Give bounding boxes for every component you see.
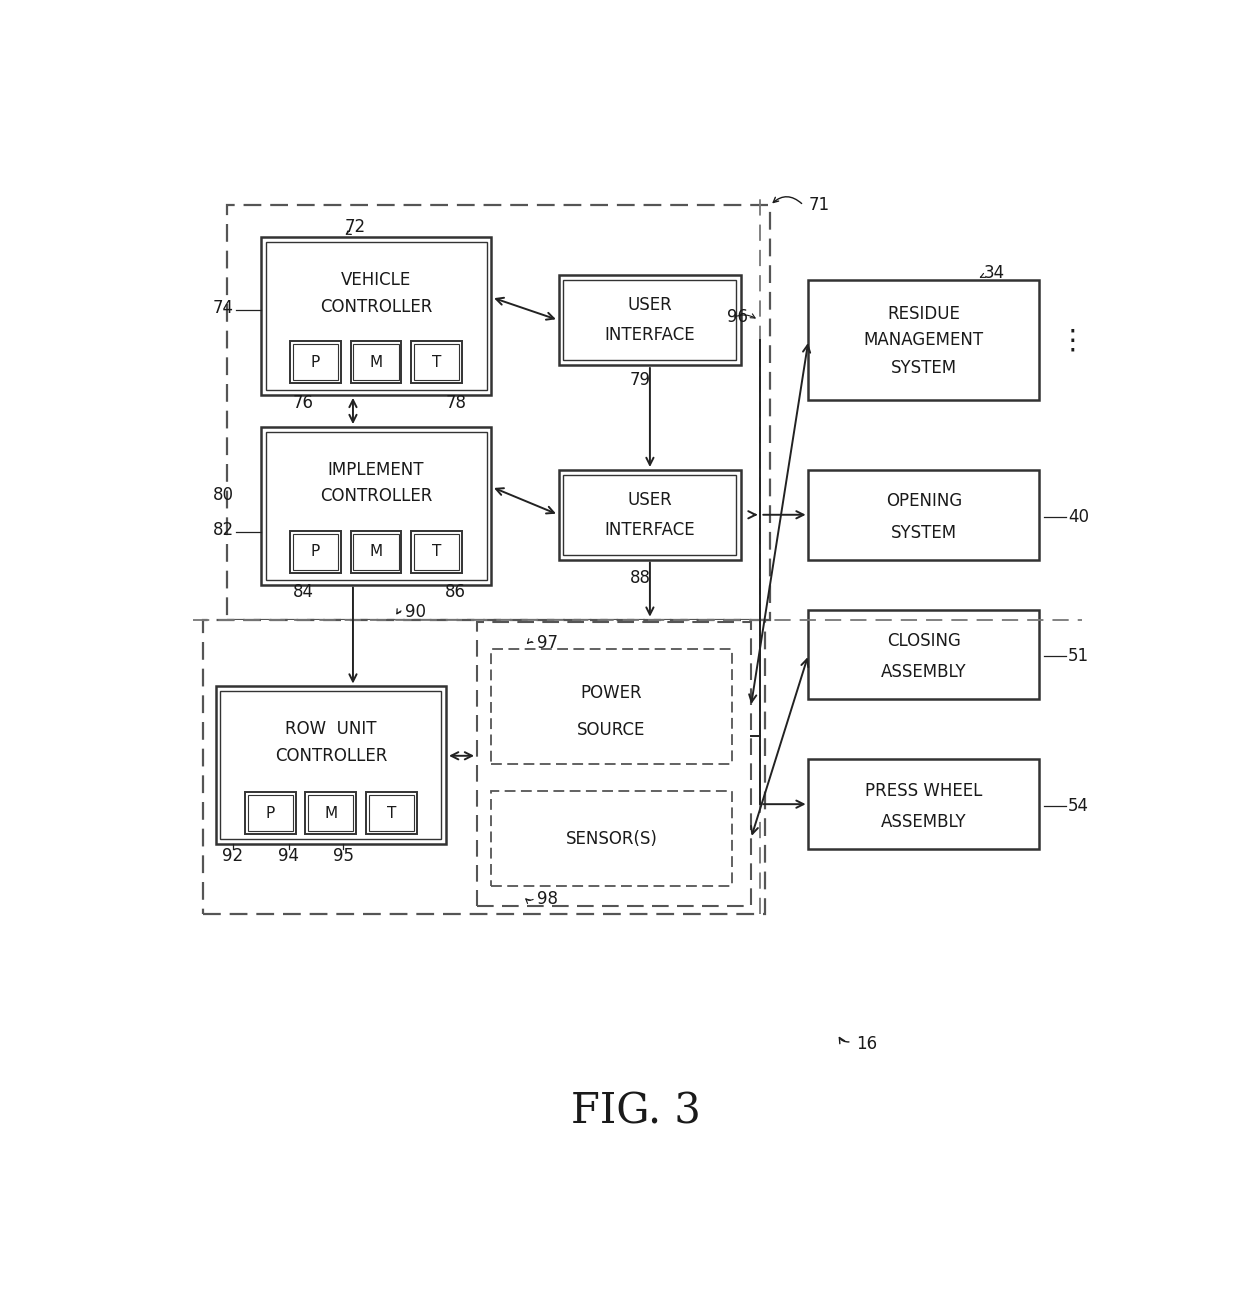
- Text: P: P: [311, 544, 320, 559]
- Bar: [290, 341, 341, 384]
- Bar: [563, 280, 737, 360]
- Text: 98: 98: [537, 890, 558, 908]
- Text: 79: 79: [630, 371, 651, 389]
- Bar: [366, 792, 417, 835]
- Text: SYSTEM: SYSTEM: [890, 359, 957, 377]
- Text: FIG. 3: FIG. 3: [570, 1090, 701, 1133]
- Text: 92: 92: [222, 848, 243, 864]
- Text: 54: 54: [1068, 797, 1089, 815]
- Text: CONTROLLER: CONTROLLER: [320, 487, 433, 505]
- Text: SOURCE: SOURCE: [578, 721, 646, 739]
- Text: 51: 51: [1068, 648, 1089, 665]
- Text: 94: 94: [278, 848, 299, 864]
- Text: IMPLEMENT: IMPLEMENT: [327, 460, 424, 478]
- Text: 40: 40: [1068, 508, 1089, 526]
- Text: 71: 71: [808, 197, 830, 214]
- Bar: [353, 534, 398, 570]
- Text: USER: USER: [627, 295, 672, 314]
- Bar: [808, 759, 1039, 849]
- Text: 72: 72: [345, 218, 366, 236]
- Text: SENSOR(S): SENSOR(S): [565, 829, 657, 848]
- Bar: [221, 691, 441, 839]
- Text: T: T: [432, 544, 441, 559]
- Bar: [412, 531, 463, 573]
- Bar: [227, 205, 770, 619]
- Text: SYSTEM: SYSTEM: [890, 524, 957, 542]
- Text: 88: 88: [630, 569, 651, 587]
- Bar: [260, 237, 491, 395]
- Text: 90: 90: [404, 603, 425, 621]
- Text: 34: 34: [983, 264, 1004, 283]
- Bar: [412, 341, 463, 384]
- Text: P: P: [311, 355, 320, 369]
- Bar: [293, 534, 339, 570]
- Text: M: M: [370, 544, 383, 559]
- Bar: [808, 609, 1039, 700]
- Bar: [260, 426, 491, 584]
- Bar: [293, 345, 339, 380]
- Text: MANAGEMENT: MANAGEMENT: [864, 332, 983, 349]
- Text: M: M: [370, 355, 383, 369]
- Bar: [290, 531, 341, 573]
- Text: 97: 97: [537, 634, 558, 652]
- Bar: [265, 242, 486, 390]
- Text: ASSEMBLY: ASSEMBLY: [880, 813, 967, 831]
- Bar: [305, 792, 356, 835]
- Text: T: T: [432, 355, 441, 369]
- Text: 95: 95: [332, 848, 353, 864]
- Text: RESIDUE: RESIDUE: [888, 305, 960, 323]
- Text: M: M: [325, 806, 337, 820]
- Text: 86: 86: [445, 583, 466, 600]
- Text: 74: 74: [213, 299, 234, 318]
- Text: P: P: [265, 806, 275, 820]
- Bar: [477, 622, 750, 906]
- Bar: [351, 531, 402, 573]
- Text: 96: 96: [727, 308, 748, 327]
- Text: ASSEMBLY: ASSEMBLY: [880, 664, 967, 682]
- Bar: [414, 534, 459, 570]
- Bar: [216, 687, 446, 844]
- Bar: [309, 796, 353, 831]
- Bar: [248, 796, 293, 831]
- Bar: [558, 470, 742, 560]
- Bar: [265, 432, 486, 579]
- Bar: [351, 341, 402, 384]
- Bar: [244, 792, 296, 835]
- Bar: [563, 474, 737, 555]
- Text: CONTROLLER: CONTROLLER: [275, 746, 387, 765]
- Text: INTERFACE: INTERFACE: [605, 327, 696, 345]
- Bar: [353, 345, 398, 380]
- Bar: [558, 275, 742, 365]
- Text: ⋮: ⋮: [1059, 327, 1086, 354]
- Bar: [203, 619, 765, 914]
- Text: POWER: POWER: [580, 684, 642, 702]
- Text: INTERFACE: INTERFACE: [605, 521, 696, 539]
- Text: 76: 76: [293, 394, 314, 412]
- Bar: [414, 345, 459, 380]
- Text: 78: 78: [445, 394, 466, 412]
- Text: PRESS WHEEL: PRESS WHEEL: [866, 781, 982, 800]
- Bar: [808, 470, 1039, 560]
- Bar: [491, 649, 732, 765]
- Text: USER: USER: [627, 490, 672, 508]
- Bar: [368, 796, 414, 831]
- Text: CLOSING: CLOSING: [887, 632, 961, 651]
- Text: ROW  UNIT: ROW UNIT: [285, 721, 377, 737]
- Text: T: T: [387, 806, 396, 820]
- Bar: [808, 280, 1039, 400]
- Bar: [491, 791, 732, 886]
- Text: 82: 82: [213, 521, 234, 539]
- Text: 80: 80: [213, 486, 234, 504]
- Text: 16: 16: [857, 1034, 878, 1052]
- Text: VEHICLE: VEHICLE: [341, 271, 412, 289]
- Text: CONTROLLER: CONTROLLER: [320, 298, 433, 316]
- Text: 84: 84: [293, 583, 314, 600]
- Text: OPENING: OPENING: [885, 492, 962, 511]
